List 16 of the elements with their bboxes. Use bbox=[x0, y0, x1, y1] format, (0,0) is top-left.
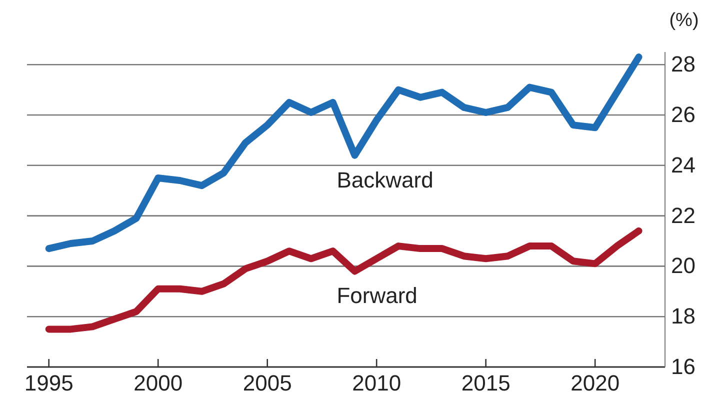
y-tick-label: 20 bbox=[671, 253, 696, 278]
x-tick-label: 2015 bbox=[461, 370, 510, 396]
y-tick-label: 28 bbox=[671, 52, 696, 77]
y-tick-label: 24 bbox=[671, 152, 696, 178]
y-tick-label: 18 bbox=[671, 304, 696, 329]
x-tick-label: 2005 bbox=[242, 370, 292, 396]
y-tick-label: 26 bbox=[671, 102, 696, 128]
x-tick-label: 2000 bbox=[134, 370, 183, 396]
series-label: Forward bbox=[336, 283, 418, 308]
x-tick-label: 1995 bbox=[24, 370, 74, 396]
x-tick-label: 2010 bbox=[352, 370, 402, 396]
y-tick-label: 22 bbox=[671, 202, 696, 228]
y-tick-label: 16 bbox=[671, 354, 696, 380]
series-label: Backward bbox=[336, 167, 434, 192]
x-tick-label: 2020 bbox=[570, 370, 620, 396]
y-axis-title: (%) bbox=[669, 10, 699, 31]
